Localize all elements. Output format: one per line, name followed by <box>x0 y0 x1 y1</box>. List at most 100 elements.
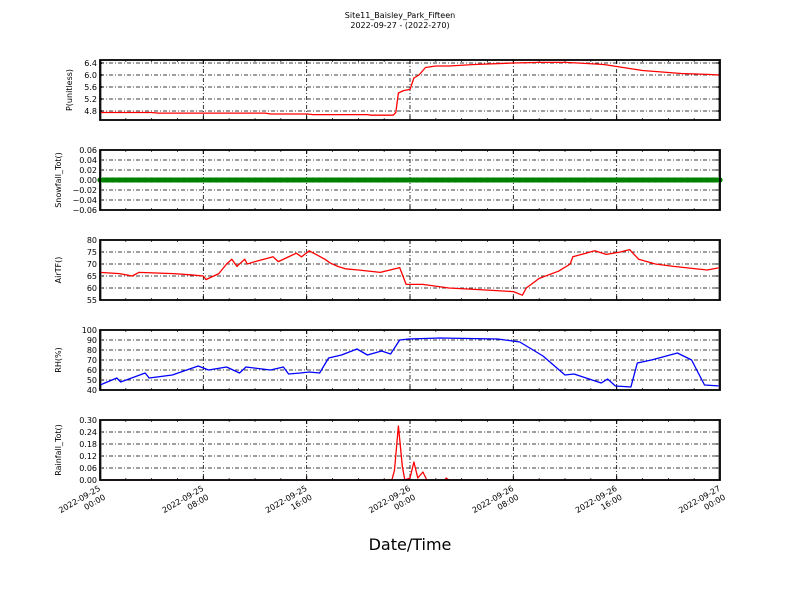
y-axis-label: Rainfall_Tot() <box>54 424 63 476</box>
series-marker <box>639 177 646 183</box>
y-axis-label: RH(%) <box>54 347 63 372</box>
y-tick-label: 80 <box>87 236 97 245</box>
series-marker <box>304 177 310 183</box>
series-marker <box>568 177 575 183</box>
series-marker <box>633 177 639 183</box>
series-marker <box>439 177 445 183</box>
series-marker <box>400 177 407 183</box>
series-marker <box>594 177 600 183</box>
series-line <box>100 61 721 116</box>
y-tick-label: 0.06 <box>79 146 97 155</box>
series-marker <box>484 177 491 183</box>
series-marker <box>581 177 587 183</box>
series-marker <box>691 177 697 183</box>
series-line <box>99 337 721 388</box>
series-marker <box>129 177 135 183</box>
series-marker <box>530 177 536 183</box>
y-tick-label: 0.06 <box>79 464 97 473</box>
y-tick-label: −0.04 <box>72 196 97 205</box>
series-marker <box>252 177 258 183</box>
series-line <box>99 248 721 296</box>
series-marker <box>174 177 181 183</box>
series-marker <box>698 177 704 183</box>
axes-frame <box>99 149 721 211</box>
series-marker <box>233 177 239 183</box>
panel-5: 0.00 0.06 0.12 0.18 0.24 0.30 Rainfall_Tot() <box>54 416 721 485</box>
series-marker <box>549 177 555 183</box>
series-marker <box>316 177 323 183</box>
y-tick-label: 6.4 <box>84 59 97 68</box>
y-tick-label: −0.02 <box>72 186 97 195</box>
y-tick-label: 0.12 <box>79 452 97 461</box>
y-tick-label: 6.0 <box>84 71 97 80</box>
series-marker <box>181 177 187 183</box>
y-tick-label: 0.00 <box>79 176 97 185</box>
series-marker <box>588 177 594 183</box>
series-marker <box>168 177 174 183</box>
axes-frame <box>99 329 721 391</box>
series-marker <box>407 177 413 183</box>
y-tick-label: 70 <box>87 356 97 365</box>
y-tick-label: 0.04 <box>79 156 97 165</box>
series-marker <box>342 177 349 183</box>
chart-title: Site11_Baisley_Park_Fifteen 2022-09-27 -… <box>0 11 800 31</box>
series-marker <box>543 177 549 183</box>
series-marker <box>239 177 245 183</box>
y-tick-label: 80 <box>87 346 97 355</box>
y-tick-label: 55 <box>87 296 97 305</box>
x-axis-label: Date/Time <box>369 535 452 554</box>
series-marker <box>433 177 439 183</box>
series-marker <box>245 177 252 183</box>
series-marker <box>555 177 562 183</box>
y-tick-label: 100 <box>82 326 97 335</box>
series-marker <box>626 177 633 183</box>
panel-1: 4.8 5.2 5.6 6.0 6.4 P(unitless) <box>65 59 721 121</box>
y-tick-label: 0.30 <box>79 416 97 425</box>
series-marker <box>413 177 420 183</box>
series-marker <box>614 177 620 183</box>
axes-frame <box>99 419 721 481</box>
series-marker <box>510 177 516 183</box>
series-marker <box>517 177 523 183</box>
y-tick-label: 0.02 <box>79 166 97 175</box>
series-marker <box>284 177 290 183</box>
series-marker <box>504 177 510 183</box>
series-marker <box>161 177 168 183</box>
series-marker <box>659 177 665 183</box>
series-marker <box>536 177 542 183</box>
series-marker <box>187 177 194 183</box>
series-marker <box>497 177 504 183</box>
series-marker <box>459 177 465 183</box>
y-tick-label: 60 <box>87 284 97 293</box>
series-marker <box>123 177 129 183</box>
series-marker <box>142 177 148 183</box>
series-marker <box>523 177 529 183</box>
series-marker <box>601 177 607 183</box>
series-marker <box>420 177 426 183</box>
series-marker <box>310 177 316 183</box>
series-marker <box>478 177 484 183</box>
title-text: Site11_Baisley_Park_Fifteen <box>344 11 456 20</box>
series-marker <box>362 177 368 183</box>
series-marker <box>213 177 219 183</box>
series-marker <box>200 177 206 183</box>
series-marker <box>388 177 394 183</box>
series-marker <box>607 177 613 183</box>
series-marker <box>349 177 355 183</box>
series-marker <box>155 177 161 183</box>
series-marker <box>375 177 381 183</box>
series-marker <box>278 177 284 183</box>
series-marker <box>336 177 342 183</box>
series-marker <box>291 177 297 183</box>
y-axis-label: P(unitless) <box>65 69 74 111</box>
series-marker <box>646 177 652 183</box>
series-marker <box>110 177 116 183</box>
y-axis-label: AirTF() <box>54 257 63 284</box>
y-tick-label: 90 <box>87 336 97 345</box>
series-marker <box>678 177 684 183</box>
series-marker <box>471 177 478 183</box>
